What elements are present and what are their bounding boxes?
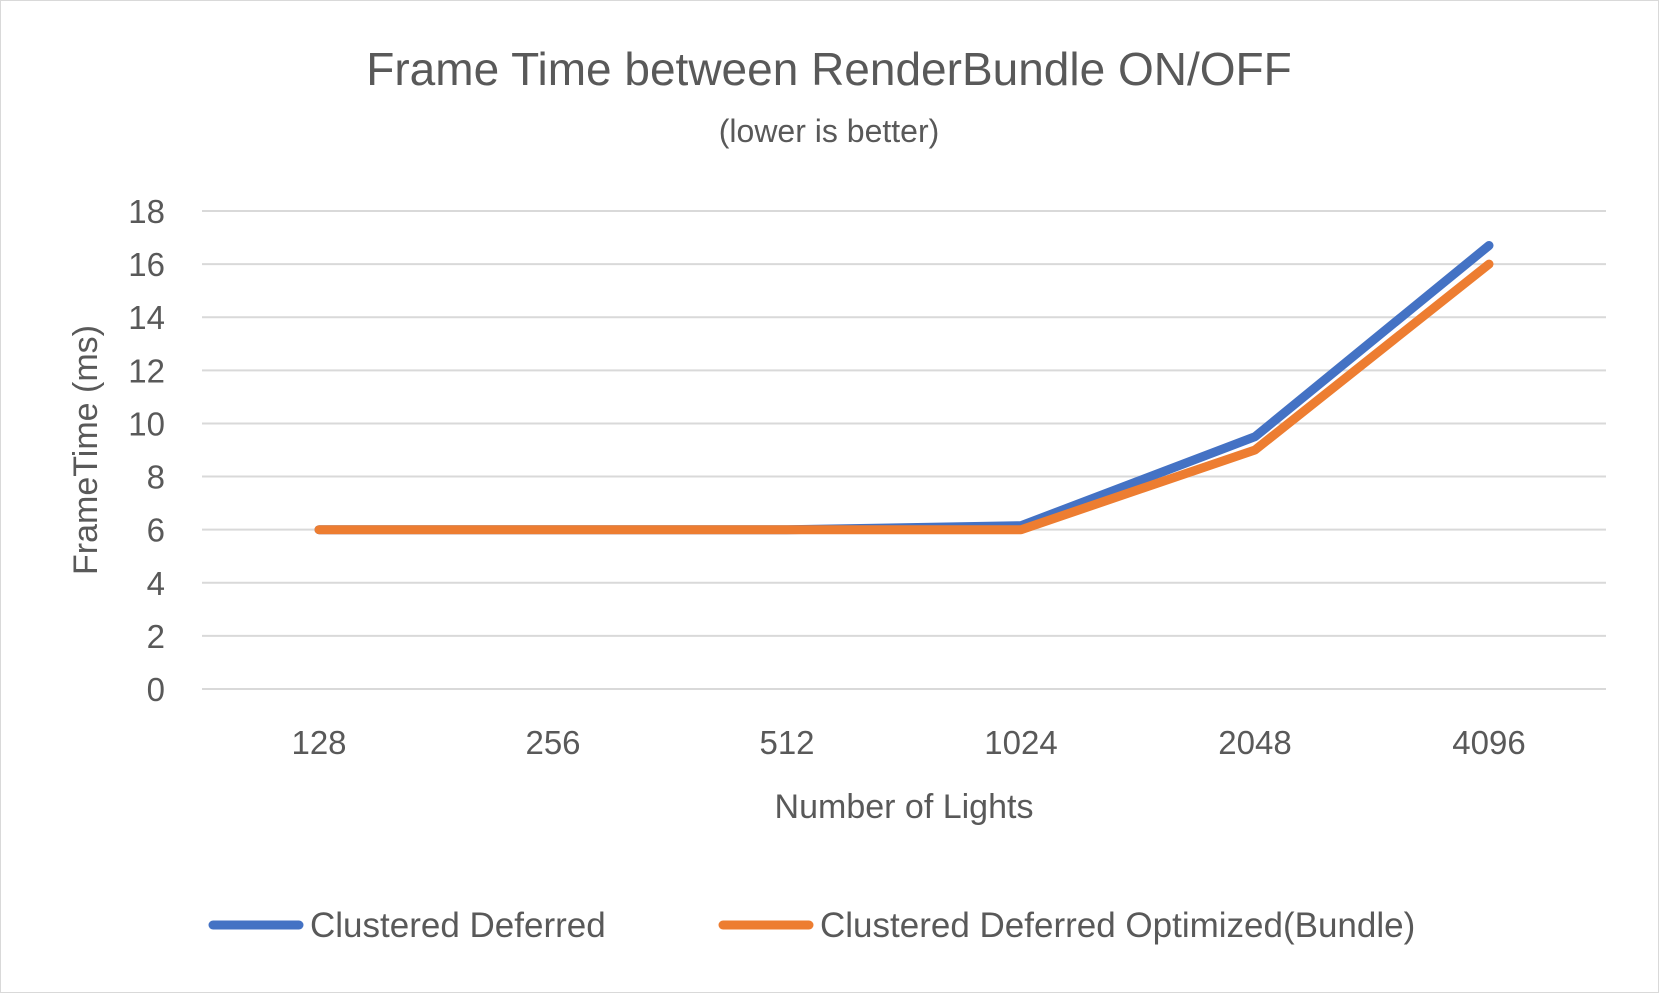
y-tick-label: 18 [128,193,165,230]
series-line-1 [314,241,1494,535]
legend-label-1: Clustered Deferred [310,906,606,945]
y-axis-ticks: 0 2 4 6 8 10 12 14 16 18 [128,193,165,708]
x-tick-label: 128 [291,724,346,761]
legend-label-2: Clustered Deferred Optimized(Bundle) [820,906,1415,945]
y-tick-label: 4 [147,565,165,602]
y-tick-label: 16 [128,246,165,283]
y-tick-label: 10 [128,405,165,442]
y-tick-label: 0 [147,671,165,708]
y-axis-label: FrameTime (ms) [67,325,105,575]
series-line-2 [314,259,1494,535]
x-axis-label: Number of Lights [775,788,1034,826]
legend: Clustered Deferred Clustered Deferred Opt… [208,906,1415,945]
x-tick-label: 2048 [1218,724,1291,761]
y-tick-label: 14 [128,299,165,336]
x-tick-label: 512 [759,724,814,761]
y-tick-label: 2 [147,618,165,655]
x-tick-label: 4096 [1452,724,1525,761]
y-tick-label: 12 [128,352,165,389]
chart-title: Frame Time between RenderBundle ON/OFF [366,43,1291,95]
x-tick-label: 256 [525,724,580,761]
x-axis-ticks: 128 256 512 1024 2048 4096 [291,724,1525,761]
series-lines [314,241,1494,535]
gridlines [202,210,1606,690]
chart-subtitle: (lower is better) [719,113,940,149]
x-tick-label: 1024 [984,724,1057,761]
y-tick-label: 6 [147,512,165,549]
y-tick-label: 8 [147,459,165,496]
